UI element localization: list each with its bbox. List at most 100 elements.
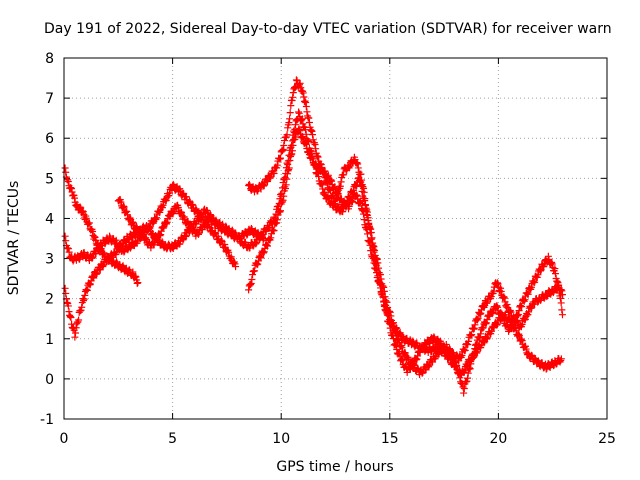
data-point	[520, 297, 528, 305]
data-point	[280, 141, 288, 149]
data-point	[479, 303, 487, 311]
data-point	[309, 131, 317, 139]
y-tick-label: 8	[45, 51, 54, 67]
data-point	[91, 233, 99, 241]
data-point	[471, 345, 479, 353]
data-point	[309, 155, 317, 163]
data-point	[252, 240, 260, 248]
data-point	[555, 281, 563, 289]
data-point	[100, 239, 108, 247]
data-point	[503, 300, 511, 308]
data-point	[285, 166, 293, 174]
data-point	[458, 352, 466, 360]
data-point	[61, 232, 69, 240]
data-point	[375, 278, 383, 286]
data-point	[303, 108, 311, 116]
data-point	[553, 277, 561, 285]
data-point	[273, 161, 281, 169]
data-point	[334, 191, 342, 199]
data-point	[307, 126, 315, 134]
data-point	[363, 230, 371, 238]
data-point	[464, 374, 472, 382]
data-point	[302, 99, 310, 107]
data-point	[358, 176, 366, 184]
data-point	[93, 269, 101, 277]
data-point	[380, 302, 388, 310]
data-point	[397, 356, 405, 364]
data-point	[85, 219, 93, 227]
data-point	[305, 114, 313, 122]
data-point	[474, 314, 482, 322]
data-point	[458, 379, 466, 387]
data-point	[461, 346, 469, 354]
data-point	[340, 171, 348, 179]
data-point	[558, 311, 566, 319]
data-point	[71, 333, 79, 341]
data-point	[153, 235, 161, 243]
data-point	[141, 235, 149, 243]
data-point	[301, 97, 309, 105]
data-point	[369, 253, 377, 261]
data-point	[326, 185, 334, 193]
data-point	[273, 216, 281, 224]
data-point	[72, 324, 80, 332]
data-point	[348, 198, 356, 206]
data-point	[158, 238, 166, 246]
data-point	[419, 345, 427, 353]
data-point	[524, 290, 532, 298]
data-point	[379, 293, 387, 301]
data-point	[79, 208, 87, 216]
data-point	[298, 115, 306, 123]
data-point	[266, 174, 274, 182]
data-point	[89, 228, 97, 236]
data-point	[514, 331, 522, 339]
data-point	[287, 151, 295, 159]
data-point	[366, 224, 374, 232]
data-point	[256, 253, 264, 261]
data-point	[88, 254, 96, 262]
data-point	[391, 341, 399, 349]
data-point	[368, 234, 376, 242]
data-point	[514, 312, 522, 320]
data-point	[159, 201, 167, 209]
data-point	[65, 248, 73, 256]
data-point	[299, 89, 307, 97]
data-point	[260, 181, 268, 189]
data-point	[553, 278, 561, 286]
data-point	[279, 145, 287, 153]
data-point	[258, 231, 266, 239]
data-point	[273, 219, 281, 227]
data-point	[518, 303, 526, 311]
data-point	[525, 308, 533, 316]
y-tick-label: 4	[45, 211, 54, 227]
data-point	[558, 291, 566, 299]
data-point	[133, 279, 141, 287]
x-tick-label: 5	[168, 431, 177, 447]
data-point	[489, 309, 497, 317]
data-point	[162, 196, 170, 204]
data-point	[414, 352, 422, 360]
data-point	[492, 303, 500, 311]
data-point	[418, 369, 426, 377]
data-point	[80, 297, 88, 305]
data-point	[100, 249, 108, 257]
y-tick-label: 6	[45, 131, 54, 147]
data-point	[168, 209, 176, 217]
data-point	[370, 248, 378, 256]
data-point	[61, 284, 69, 292]
data-point	[372, 260, 380, 268]
data-point	[286, 115, 294, 123]
data-point	[165, 189, 173, 197]
data-point	[515, 330, 523, 338]
data-point	[466, 364, 474, 372]
data-point	[131, 272, 139, 280]
data-point	[471, 321, 479, 329]
data-point	[467, 360, 475, 368]
data-point	[188, 200, 196, 208]
data-point	[264, 242, 272, 250]
data-point	[364, 217, 372, 225]
data-point	[258, 232, 266, 240]
data-point	[323, 176, 331, 184]
data-point	[373, 266, 381, 274]
data-point	[367, 229, 375, 237]
